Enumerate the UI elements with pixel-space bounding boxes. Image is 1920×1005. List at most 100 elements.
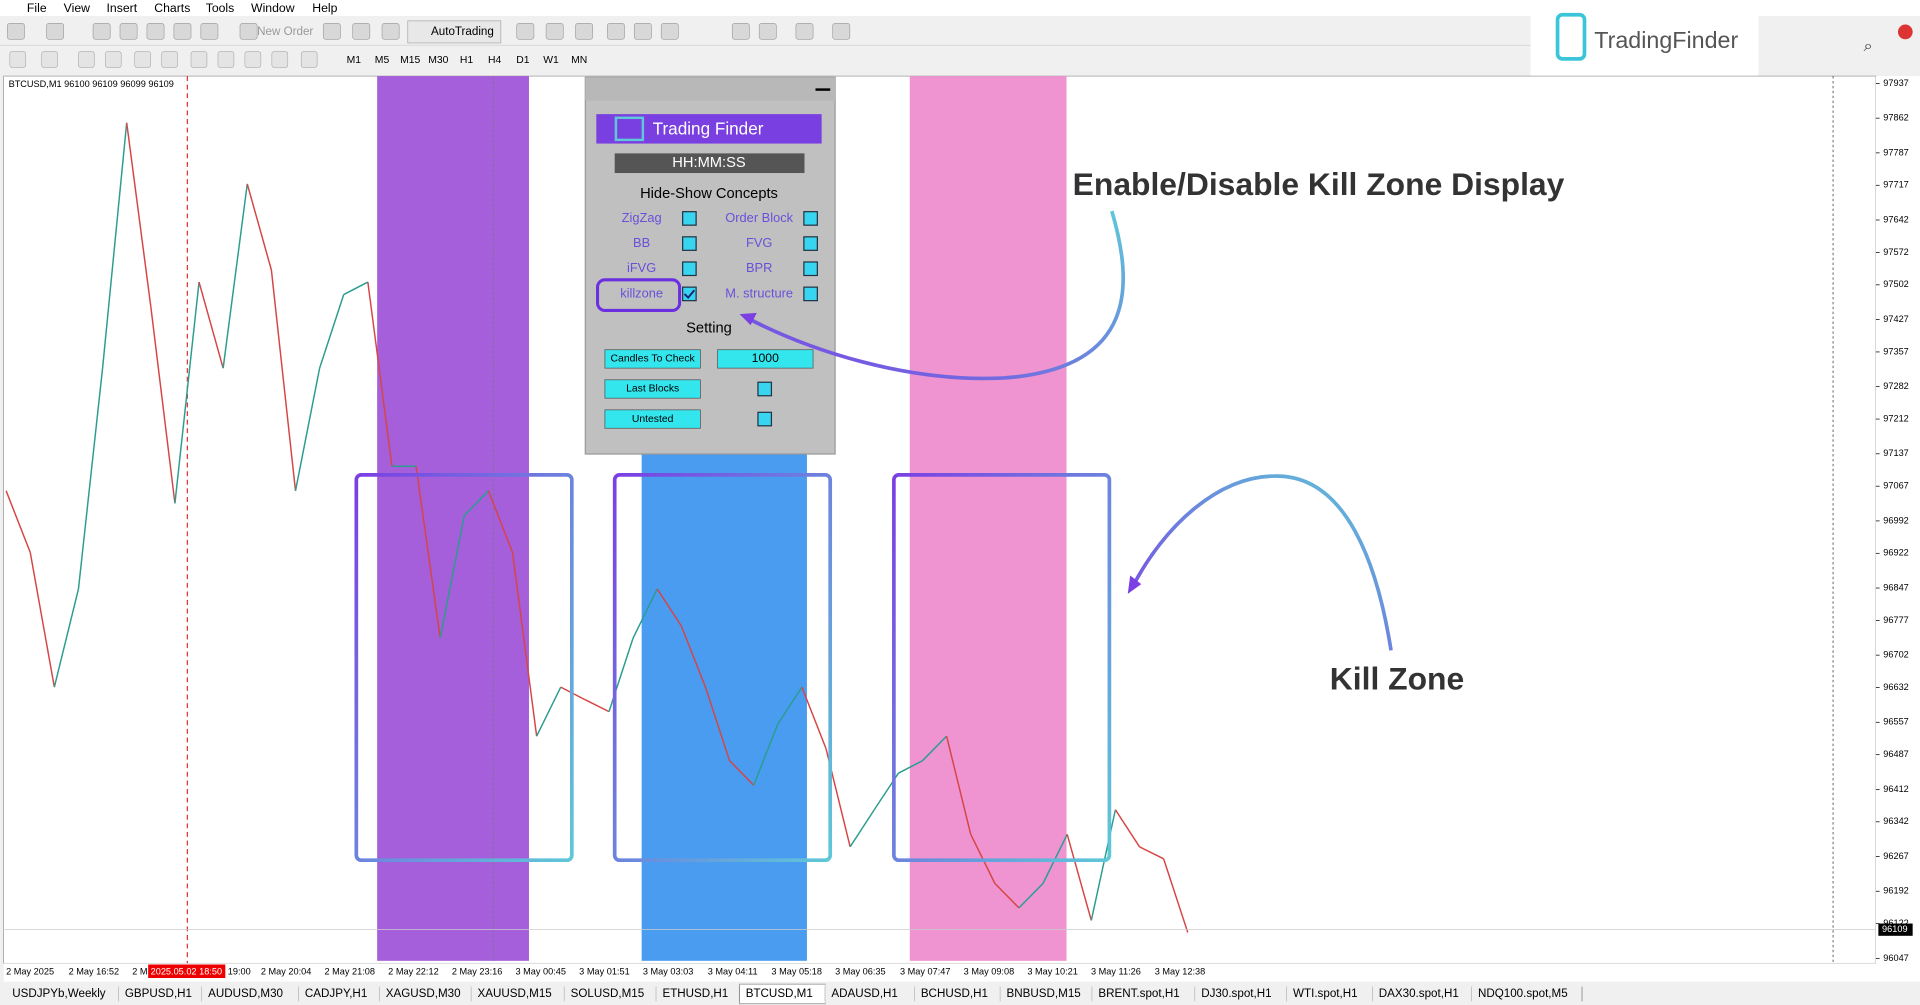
- toolbar-icon[interactable]: [9, 51, 27, 68]
- concept-checkbox[interactable]: [803, 261, 818, 277]
- autotrading-button[interactable]: AutoTrading: [431, 25, 494, 38]
- tab[interactable]: [298, 984, 380, 1004]
- setting-button[interactable]: [604, 409, 701, 429]
- setting-button[interactable]: [604, 349, 701, 369]
- search-icon[interactable]: ⌕: [1864, 38, 1873, 55]
- tab[interactable]: [471, 984, 565, 1004]
- tab-label[interactable]: ETHUSD,H1: [662, 987, 728, 1000]
- concept-checkbox[interactable]: [682, 286, 697, 302]
- toolbar-icon[interactable]: [200, 23, 219, 40]
- new-order-button[interactable]: New Order: [257, 25, 313, 38]
- tab-label[interactable]: DAX30.spot,H1: [1379, 987, 1459, 1000]
- toolbar-icon[interactable]: [78, 51, 95, 68]
- tab[interactable]: [202, 984, 299, 1004]
- toolbar-icon[interactable]: [545, 23, 564, 40]
- toolbar-icon[interactable]: [119, 23, 138, 40]
- toolbar-icon[interactable]: [244, 51, 262, 68]
- toolbar-icon[interactable]: [7, 23, 25, 40]
- toolbar-icon[interactable]: [239, 23, 258, 40]
- timeframe-button[interactable]: H1: [460, 55, 474, 66]
- toolbar-icon[interactable]: [217, 51, 235, 68]
- timeframe-button[interactable]: W1: [543, 55, 559, 66]
- timeframe-button[interactable]: M30: [428, 55, 448, 66]
- concept-checkbox[interactable]: [803, 286, 818, 302]
- tab[interactable]: [1372, 984, 1472, 1004]
- tab-label[interactable]: WTI.spot,H1: [1293, 987, 1358, 1000]
- tab[interactable]: [1471, 984, 1583, 1004]
- menu-item[interactable]: Tools: [206, 1, 235, 15]
- timeframe-button[interactable]: M5: [375, 55, 390, 66]
- tab[interactable]: [914, 984, 1001, 1004]
- toolbar-icon[interactable]: [758, 23, 777, 40]
- tab-label[interactable]: BCHUSD,H1: [921, 987, 988, 1000]
- timeframe-button[interactable]: M15: [400, 55, 420, 66]
- toolbar-icon[interactable]: [146, 23, 165, 40]
- tab-label[interactable]: SOLUSD,M15: [571, 987, 645, 1000]
- toolbar-icon[interactable]: [516, 23, 535, 40]
- tab[interactable]: [1286, 984, 1373, 1004]
- toolbar-icon[interactable]: [190, 51, 208, 68]
- toolbar-icon[interactable]: [271, 51, 289, 68]
- tab[interactable]: [1092, 984, 1196, 1004]
- tab-label[interactable]: BTCUSD,M1: [746, 987, 813, 1000]
- menu-item[interactable]: Charts: [154, 1, 190, 15]
- concept-checkbox[interactable]: [682, 236, 697, 251]
- menu-item[interactable]: Help: [312, 1, 337, 15]
- timeframe-button[interactable]: D1: [516, 55, 530, 66]
- tab-label[interactable]: AUDUSD,M30: [208, 987, 283, 1000]
- menu-item[interactable]: File: [27, 1, 47, 15]
- setting-checkbox[interactable]: [757, 411, 773, 427]
- toolbar-icon[interactable]: [633, 23, 652, 40]
- tab-label[interactable]: DJ30.spot,H1: [1201, 987, 1271, 1000]
- concept-checkbox[interactable]: [682, 211, 697, 226]
- tab[interactable]: [564, 984, 657, 1004]
- toolbar-icon[interactable]: [173, 23, 192, 40]
- toolbar-icon[interactable]: [381, 23, 400, 40]
- tab[interactable]: [1195, 984, 1287, 1004]
- toolbar-icon[interactable]: [795, 23, 814, 40]
- tab[interactable]: [825, 984, 915, 1004]
- notification-badge[interactable]: [1897, 24, 1913, 40]
- toolbar-icon[interactable]: [92, 23, 111, 40]
- tab-label[interactable]: NDQ100.spot,M5: [1478, 987, 1568, 1000]
- timeframe-button[interactable]: H4: [488, 55, 502, 66]
- toolbar-icon[interactable]: [161, 51, 178, 68]
- tab-label[interactable]: GBPUSD,H1: [125, 987, 192, 1000]
- timeframe-button[interactable]: MN: [571, 55, 587, 66]
- concept-checkbox[interactable]: [682, 261, 697, 277]
- tab[interactable]: [379, 984, 472, 1004]
- toolbar-icon[interactable]: [352, 23, 371, 40]
- toolbar-icon[interactable]: [46, 23, 64, 40]
- menu-item[interactable]: Insert: [107, 1, 138, 15]
- toolbar-icon[interactable]: [575, 23, 593, 40]
- toolbar-icon[interactable]: [322, 23, 341, 40]
- concept-checkbox[interactable]: [803, 236, 818, 251]
- toolbar-icon[interactable]: [41, 51, 58, 68]
- autotrading-bg[interactable]: [407, 20, 502, 44]
- tab[interactable]: [6, 984, 119, 1004]
- setting-input[interactable]: [717, 349, 814, 369]
- timeframe-button[interactable]: M1: [347, 55, 362, 66]
- tab[interactable]: [118, 984, 203, 1004]
- menu-item[interactable]: Window: [251, 1, 295, 15]
- tab-label[interactable]: XAGUSD,M30: [386, 987, 461, 1000]
- toolbar-icon[interactable]: [134, 51, 151, 68]
- setting-checkbox[interactable]: [757, 381, 773, 397]
- setting-button[interactable]: [604, 379, 701, 399]
- tab-label[interactable]: BNBUSD,M15: [1007, 987, 1081, 1000]
- tab-label[interactable]: BRENT.spot,H1: [1098, 987, 1179, 1000]
- menu-item[interactable]: View: [64, 1, 90, 15]
- concept-checkbox[interactable]: [803, 211, 818, 226]
- toolbar-icon[interactable]: [607, 23, 625, 40]
- tab-label[interactable]: USDJPYb,Weekly: [12, 987, 106, 1000]
- tab[interactable]: [656, 984, 740, 1004]
- tab-label[interactable]: ADAUSD,H1: [831, 987, 897, 1000]
- tab-label[interactable]: XAUUSD,M15: [478, 987, 552, 1000]
- toolbar-icon[interactable]: [832, 23, 851, 40]
- toolbar-icon[interactable]: [300, 51, 318, 68]
- toolbar-icon[interactable]: [105, 51, 122, 68]
- toolbar-icon[interactable]: [731, 23, 750, 40]
- tab[interactable]: [1000, 984, 1093, 1004]
- toolbar-icon[interactable]: [660, 23, 679, 40]
- tab-label[interactable]: CADJPY,H1: [305, 987, 367, 1000]
